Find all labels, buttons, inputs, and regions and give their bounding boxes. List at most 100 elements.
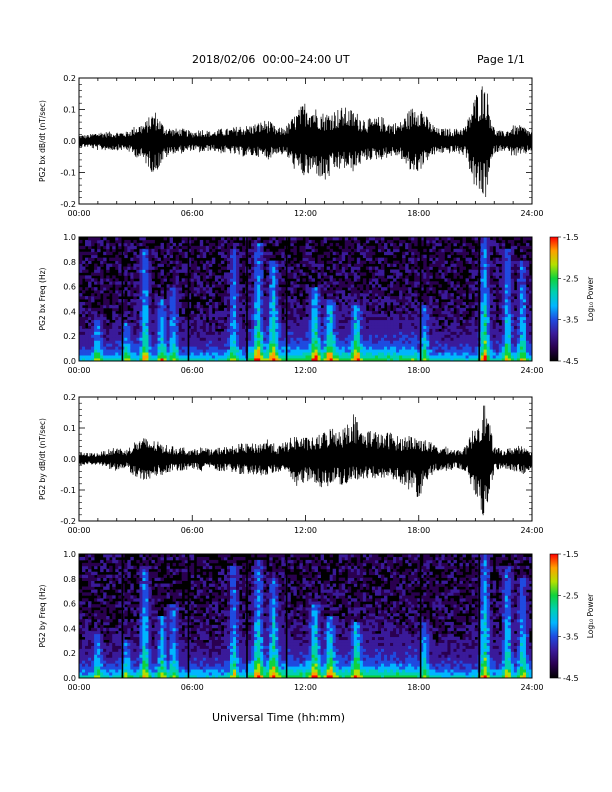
spectrogram-cell [489,331,494,335]
spectrogram-cell [311,346,315,350]
spectrogram-cell [338,301,343,306]
spectrogram-cell [91,307,95,312]
spectrogram-cell [272,272,276,276]
spectrogram-cell [332,319,337,324]
spectrogram-cell [79,287,83,291]
spectrogram-cell [166,334,170,338]
spectrogram-cell [281,269,285,273]
spectrogram-cell [326,322,331,326]
spectrogram-cell [387,334,391,338]
spectrogram-cell [426,239,430,244]
spectrogram-cell [287,349,291,353]
spectrogram-cell [314,304,318,309]
spectrogram-cell [362,260,367,264]
spectrogram-cell [91,254,95,259]
spectrogram-cell [269,260,273,264]
spectrogram-cell [293,331,297,335]
spectrogram-cell [393,328,397,332]
spectrogram-cell [405,328,409,332]
spectrogram-cell [305,299,309,303]
spectrogram-cell [474,313,479,318]
spectrogram-cell [136,313,140,318]
spectrogram-cell [139,307,143,312]
spectrogram-cell [278,334,282,338]
spectrogram-cell [242,269,246,273]
spectrogram-cell [356,310,361,315]
spectrogram-cell [290,293,294,297]
spectrogram-cell [115,304,119,309]
spectrogram-cell [384,296,388,300]
spectrogram-cell [85,296,89,300]
spectrogram-cell [130,281,134,285]
spectrogram-cell [260,284,264,288]
spectrogram-cell [136,254,140,259]
spectrogram-cell [486,263,491,267]
spectrogram-cell [133,355,137,359]
spectrogram-cell [399,358,403,362]
spectrogram-cell [172,304,177,309]
spectrogram-cell [371,284,376,288]
spectrogram-cell [432,316,436,321]
spectrogram-cell [317,313,321,318]
spectrogram-cell [293,245,297,250]
spectrogram-cell [489,355,494,359]
spectrogram-cell [196,325,201,329]
spectrogram-cell [384,343,388,347]
spectrogram-cell [393,260,397,264]
spectrogram-cell [332,257,337,262]
spectrogram-cell [115,281,119,285]
spectrogram-cell [465,310,469,315]
spectrogram-cell [208,269,213,273]
spectrogram-cell [94,319,98,324]
spectrogram-cell [157,316,161,321]
spectrogram-cell [281,337,285,341]
spectrogram-cell [127,328,131,332]
spectrogram-cell [178,296,183,300]
spectrogram-cell [305,355,309,359]
spectrogram-cell [384,337,388,341]
spectrogram-cell [82,328,86,332]
spectrogram-cell [160,310,164,315]
spectrogram-cell [242,331,246,335]
spectrogram-cell [275,293,279,297]
spectrogram-cell [242,349,246,353]
spectrogram-cell [148,293,152,297]
spectrogram-cell [226,287,231,291]
spectrogram-cell [275,319,279,324]
spectrogram-cell [272,269,276,273]
spectrogram-cell [97,266,101,270]
spectrogram-cell [399,299,403,303]
panel-bx: 00:00 06:00 12:00 18:00 24:000.20.10.0-0.1-0… [38,74,544,218]
spectrogram-cell [148,331,152,335]
spectrogram-cell [242,293,246,297]
spectrogram-cell [254,340,258,344]
spectrogram-cell [142,278,146,282]
spectrogram-cell [335,299,340,303]
spectrogram-cell [260,245,264,250]
spectrogram-cell [205,349,210,353]
spectrogram-cell [471,275,476,279]
spectrogram-cell [257,260,261,264]
spectrogram-cell [468,293,472,297]
spectrogram-cell [296,307,300,312]
spectrogram-cell [384,299,388,303]
spectrogram-cell [193,355,198,359]
spectrogram-cell [408,296,412,300]
spectrogram-cell [326,307,331,312]
spectrogram-cell [414,281,418,285]
spectrogram-cell [130,242,134,247]
spectrogram-cell [305,290,309,294]
spectrogram-cell [344,263,349,267]
spectrogram-cell [501,275,506,279]
spectrogram-cell [335,325,340,329]
spectrogram-cell [483,349,488,353]
spectrogram-cell [172,316,177,321]
spectrogram-cell [148,239,152,244]
spectrogram-cell [130,358,134,362]
spectrogram-cell [181,263,186,267]
spectrogram-cell [510,251,515,256]
spectrogram-cell [251,301,255,306]
spectrogram-cell [187,269,192,273]
spectrogram-cell [492,340,497,344]
spectrogram-cell [396,316,400,321]
